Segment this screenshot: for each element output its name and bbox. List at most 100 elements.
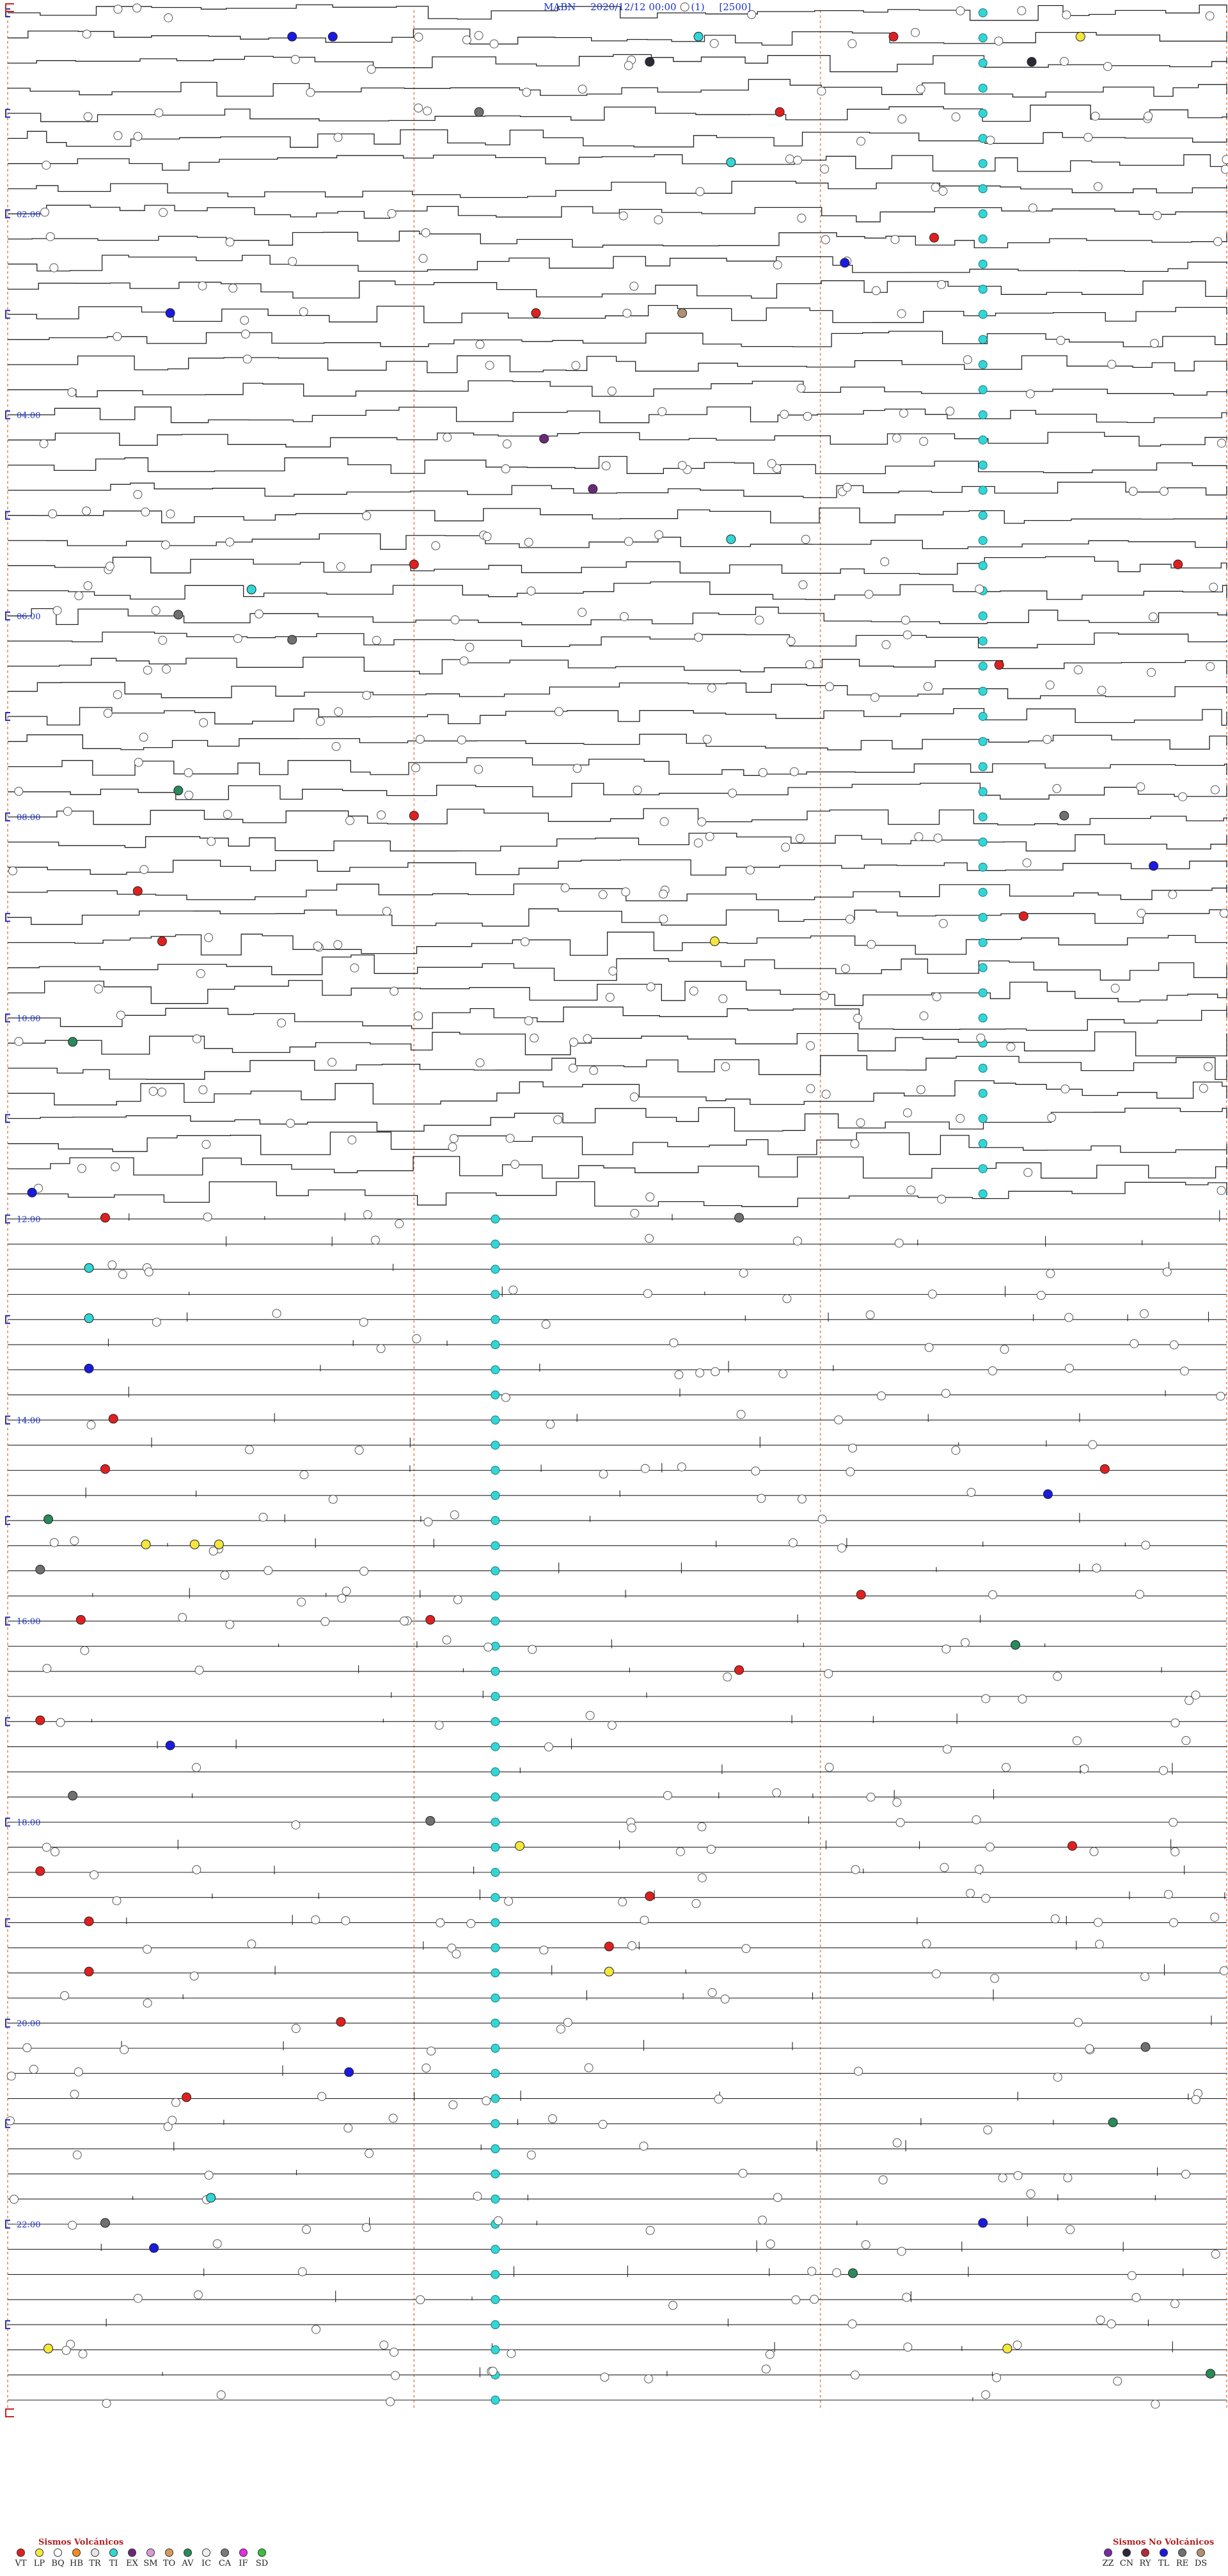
unclassified-event	[903, 2343, 913, 2352]
unclassified-event	[583, 1034, 592, 1043]
ti-marker	[491, 1516, 500, 1526]
legend-dot	[258, 2548, 266, 2557]
unclassified-event	[751, 1466, 760, 1476]
unclassified-event	[448, 2100, 458, 2110]
unclassified-event	[766, 2239, 775, 2248]
event-marker-av	[68, 1037, 78, 1047]
unclassified-event	[6, 2071, 16, 2081]
unclassified-event	[897, 309, 906, 319]
ti-marker	[978, 535, 988, 545]
unclassified-event	[1213, 237, 1223, 246]
unclassified-event	[1191, 1690, 1200, 1700]
unclassified-event	[299, 307, 308, 317]
unclassified-event	[184, 791, 194, 800]
unclassified-event	[462, 35, 471, 45]
unclassified-event	[427, 2046, 436, 2056]
event-marker-ti	[206, 2193, 216, 2203]
unclassified-event	[747, 10, 757, 19]
unclassified-event	[847, 39, 857, 49]
ti-marker	[491, 2044, 500, 2053]
unclassified-event	[1073, 665, 1083, 675]
unclassified-event	[695, 1368, 705, 1378]
unclassified-event	[1046, 1268, 1055, 1278]
ti-marker	[978, 385, 988, 395]
unclassified-event	[785, 154, 794, 164]
trace-row	[8, 2240, 1227, 2252]
unclassified-event	[113, 131, 123, 141]
trace-row	[8, 380, 1227, 398]
ti-marker	[978, 963, 988, 972]
trace-row	[8, 1080, 1227, 1105]
event-marker-vt	[84, 1966, 94, 1977]
ti-marker	[491, 1968, 500, 1978]
ti-marker	[978, 335, 988, 344]
unclassified-event	[850, 1139, 860, 1149]
unclassified-event	[1219, 908, 1228, 918]
trace-row	[8, 2118, 1227, 2126]
unclassified-event	[706, 1844, 716, 1854]
unclassified-event	[63, 807, 72, 816]
unclassified-event	[343, 2123, 353, 2133]
unclassified-event	[986, 136, 995, 145]
unclassified-event	[474, 31, 484, 40]
unclassified-event	[693, 838, 703, 848]
trace-row	[8, 1487, 1227, 1498]
ti-marker	[978, 636, 988, 646]
ti-marker	[491, 1943, 500, 1952]
ti-marker	[978, 1189, 988, 1199]
unclassified-event	[40, 207, 50, 217]
unclassified-event	[1002, 1762, 1011, 1772]
hour-marker	[5, 711, 10, 721]
unclassified-event	[1103, 61, 1112, 71]
legend-code: ZZ	[1102, 2559, 1114, 2568]
event-marker-vt	[1173, 559, 1183, 569]
event-marker-ds	[677, 308, 688, 318]
ti-marker	[978, 561, 988, 571]
unclassified-event	[113, 690, 122, 699]
unclassified-event	[1064, 1313, 1074, 1322]
trace-row	[8, 1639, 1227, 1648]
unclassified-event	[416, 2295, 425, 2305]
unclassified-event	[49, 263, 59, 273]
unclassified-event	[1178, 792, 1188, 802]
unclassified-event	[871, 286, 881, 296]
legend-dot	[72, 2548, 81, 2557]
trace-row	[8, 432, 1227, 448]
event-marker-re	[100, 2218, 110, 2228]
trace-row	[8, 1386, 1227, 1398]
unclassified-event	[103, 708, 113, 718]
unclassified-event	[431, 541, 441, 551]
unclassified-event	[102, 2399, 111, 2408]
unclassified-event	[1150, 338, 1159, 348]
unclassified-event	[272, 1309, 281, 1318]
unclassified-event	[916, 1085, 925, 1094]
unclassified-event	[144, 1267, 154, 1277]
unclassified-event	[608, 966, 618, 976]
trace-row	[8, 1311, 1227, 1322]
unclassified-event	[695, 187, 705, 196]
unclassified-event	[560, 883, 570, 892]
event-marker-vt	[994, 660, 1004, 670]
unclassified-event	[806, 1084, 815, 1093]
unclassified-event	[824, 1669, 833, 1679]
unclassified-event	[806, 1041, 815, 1050]
unclassified-event	[421, 2063, 431, 2073]
unclassified-event	[157, 1087, 167, 1097]
ti-marker	[978, 1013, 988, 1023]
unclassified-event	[341, 1916, 350, 1925]
unclassified-event	[159, 208, 168, 217]
legend-code: CA	[218, 2559, 232, 2568]
trace-row	[8, 1713, 1227, 1724]
unclassified-event	[415, 734, 425, 744]
ti-marker	[978, 209, 988, 219]
ti-marker	[491, 1893, 500, 1902]
unclassified-event	[336, 562, 345, 571]
unclassified-event	[1159, 1766, 1169, 1775]
unclassified-event	[141, 507, 150, 517]
event-marker-lp	[43, 2343, 54, 2353]
event-marker-tl	[165, 308, 175, 318]
ti-marker	[978, 737, 988, 747]
legend-dot	[221, 2548, 229, 2557]
event-marker-vt	[84, 1916, 94, 1927]
unclassified-event	[475, 340, 485, 349]
